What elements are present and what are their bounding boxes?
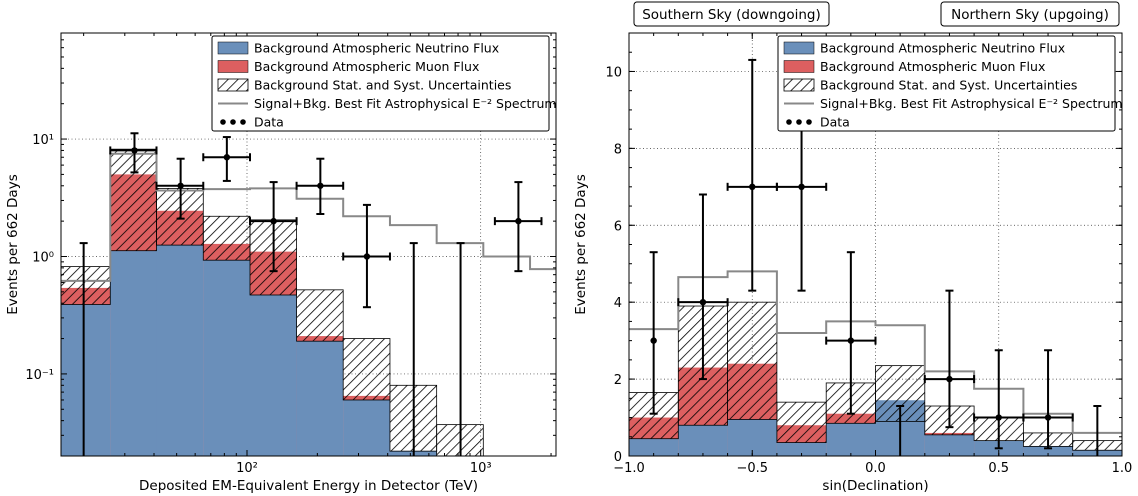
x-tick-label: −1.0 (613, 461, 645, 476)
data-point (1044, 414, 1052, 421)
uncertainty-band (202, 215, 251, 261)
data-point (749, 183, 756, 191)
sky-annotation-box (940, 1, 1120, 27)
x-axis-label: sin(Declination) (822, 478, 928, 494)
legend-swatch-data (806, 119, 812, 125)
x-tick-label: 0.0 (865, 461, 886, 476)
neutrino-flux-bar (110, 250, 157, 456)
y-tick-label: 0 (614, 450, 622, 465)
y-tick-label: 6 (614, 219, 622, 234)
legend-label-data: Data (254, 115, 284, 130)
sky-annotation-box (633, 1, 830, 27)
legend-swatch-data (786, 119, 792, 125)
legend-swatch-neutrino (783, 41, 815, 55)
legend-swatch-uncertainty (217, 78, 249, 92)
legend-label-neutrino: Background Atmospheric Neutrino Flux (254, 41, 499, 56)
legend-swatch-data (796, 119, 802, 125)
legend-label-signal: Signal+Bkg. Best Fit Astrophysical E⁻² S… (254, 96, 557, 111)
neutrino-flux-bar (629, 438, 679, 456)
legend-swatch-data (220, 119, 226, 125)
x-tick-label: −0.5 (736, 461, 768, 476)
neutrino-flux-bar (343, 399, 390, 456)
data-point (699, 298, 707, 306)
x-tick-label: 1.0 (1112, 461, 1133, 476)
legend-frame (777, 35, 1116, 132)
data-point (363, 253, 371, 260)
data-point (995, 414, 1002, 421)
legend-frame (211, 35, 550, 132)
y-tick-label: 10 (605, 65, 622, 80)
legend-label-uncertainty: Background Stat. and Syst. Uncertainties (820, 78, 1077, 93)
data-point (650, 337, 657, 344)
data-point (946, 375, 953, 383)
neutrino-flux-bar (678, 425, 728, 456)
neutrino-flux-bar (826, 423, 876, 456)
y-tick-label: 2 (614, 373, 622, 388)
northern-sky-annotation: Northern Sky (upgoing) (951, 7, 1109, 23)
neutrino-flux-bar (924, 434, 975, 456)
legend-label-signal: Signal+Bkg. Best Fit Astrophysical E⁻² S… (820, 96, 1123, 111)
legend-label-neutrino: Background Atmospheric Neutrino Flux (820, 41, 1065, 56)
legend-swatch-uncertainty (783, 78, 815, 92)
legend: Background Atmospheric Neutrino Flux Back… (777, 35, 1123, 132)
uncertainty-band (296, 289, 344, 342)
signal-bkg-step-line (629, 270, 1122, 434)
y-axis-label: Events per 662 Days (5, 174, 21, 314)
x-axis-label: Deposited EM-Equivalent Energy in Detect… (139, 478, 478, 494)
legend-swatch-neutrino (217, 41, 249, 55)
data-point (131, 147, 138, 154)
neutrino-flux-bar (249, 294, 297, 456)
legend-swatch-data (240, 119, 246, 125)
southern-sky-annotation: Southern Sky (downgoing) (642, 7, 821, 23)
plot-area (629, 33, 1122, 456)
legend-swatch-data (230, 119, 236, 125)
uncertainty-band (61, 266, 111, 305)
legend-swatch-muon (783, 60, 815, 73)
y-tick-label: 10¹ (32, 133, 54, 148)
data-point (317, 182, 324, 189)
neutrino-flux-bar (203, 260, 250, 456)
legend-label-muon: Background Atmospheric Muon Flux (254, 59, 479, 74)
data-point (270, 217, 277, 225)
data-point (798, 183, 805, 191)
data-point (847, 337, 855, 344)
neutrino-flux-bar (156, 245, 204, 456)
neutrino-flux-bar (727, 419, 777, 456)
uncertainty-band (727, 301, 778, 420)
uncertainty-band (109, 148, 157, 252)
x-tick-label: 0.5 (988, 461, 1009, 476)
uncertainty-band (776, 401, 827, 443)
legend-label-muon: Background Atmospheric Muon Flux (820, 59, 1045, 74)
declination-histogram-panel: −1.0 −0.5 0.0 0.5 1.0 0 2 4 6 8 10 sin(Declination)… (573, 1, 1133, 494)
x-tick-label: 10³ (470, 461, 492, 476)
data-point (515, 217, 522, 225)
neutrino-flux-bar (61, 304, 111, 456)
data-point (177, 182, 184, 189)
neutrino-flux-bar (296, 341, 344, 456)
neutrino-flux-bar (1023, 446, 1073, 456)
neutrino-flux-bar (776, 442, 827, 456)
y-axis-label: Events per 662 Days (573, 174, 589, 314)
legend-label-data: Data (820, 115, 850, 130)
plot-area (61, 33, 556, 456)
uncertainty-band (342, 338, 391, 401)
y-tick-label: 8 (614, 142, 622, 157)
x-tick-label: 10² (236, 461, 258, 476)
legend-swatch-muon (217, 60, 249, 73)
data-point (223, 154, 231, 161)
energy-histogram-panel: 10² 10³ 10⁻¹ 10⁰ 10¹ Deposited EM-Equivalent … (5, 32, 557, 494)
legend-label-uncertainty: Background Stat. and Syst. Uncertainties (254, 78, 511, 93)
y-tick-label: 10⁰ (32, 250, 54, 265)
legend: Background Atmospheric Neutrino Flux Back… (211, 35, 557, 132)
axes-frame (60, 32, 557, 457)
y-tick-label: 4 (614, 296, 622, 311)
y-tick-label: 10⁻¹ (25, 368, 54, 383)
